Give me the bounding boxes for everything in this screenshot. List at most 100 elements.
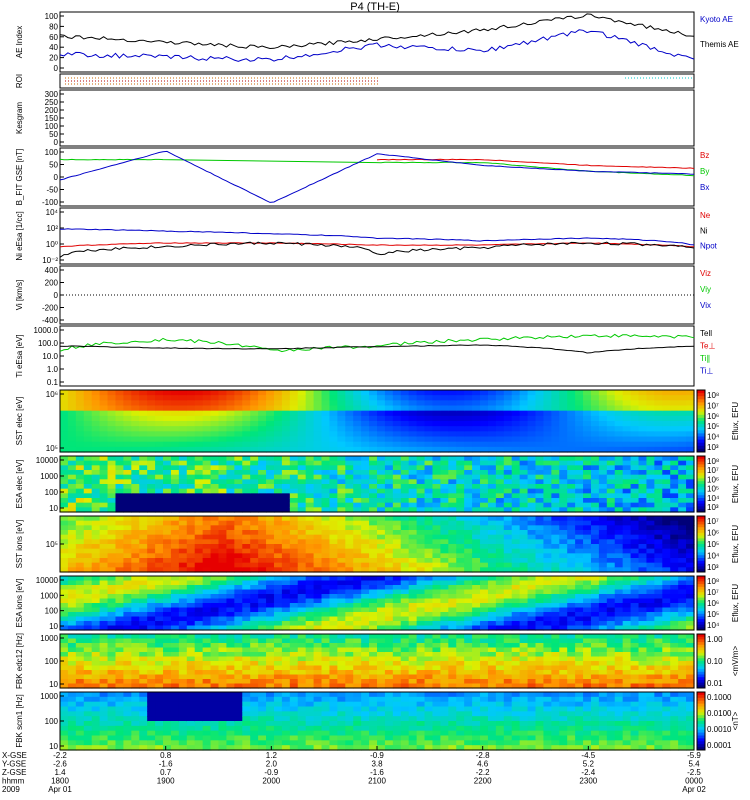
colorbar-tick: 10⁶ — [707, 475, 719, 484]
panel-ylabel: FBK scm1 [Hz] — [15, 694, 24, 747]
ytick-label: 100 — [45, 607, 59, 616]
colorbar-label: Eflux, EFU — [731, 525, 740, 563]
x-axis-value: 0000 — [685, 777, 703, 786]
x-axis-value: 1.2 — [266, 751, 278, 760]
ytick-label: 250 — [45, 98, 59, 107]
colorbar-tick: 10⁸ — [707, 577, 719, 586]
ytick-label: 1000.0 — [34, 326, 59, 335]
panel-ylabel: Vi [km/s] — [15, 280, 24, 311]
panel-frame — [59, 207, 695, 265]
ytick-label: 10 — [49, 622, 58, 631]
colorbar-tick: 10⁸ — [707, 457, 719, 466]
panel-fbk2: FBK scm1 [Hz] 1000 100 10 — [15, 691, 695, 751]
x-axis-value: Apr 02 — [682, 785, 706, 794]
x-axis-value: -2.6 — [53, 760, 67, 769]
ytick-label: 10 — [49, 742, 58, 751]
x-axis-value: 4.6 — [477, 760, 489, 769]
series-bx — [59, 150, 695, 203]
colorbar-tick: 0.0001 — [707, 741, 732, 750]
panel-ylabel: B_FIT GSE [nT] — [15, 149, 24, 206]
ytick-label: 1000 — [40, 634, 58, 643]
x-axis-value: -1.6 — [370, 768, 384, 777]
x-axis-value: -0.9 — [370, 751, 384, 760]
x-axis-value: 1800 — [51, 777, 69, 786]
ytick-label: 10 — [49, 504, 58, 513]
panel-esae: ESA elec [eV] 10000 1000 100 10 — [15, 455, 695, 513]
colorbar-label: Eflux, EFU — [731, 465, 740, 503]
panel-ssti: SST ions [eV] 10⁵ — [15, 515, 695, 573]
panel-frame — [59, 89, 695, 147]
x-axis-value: 5.4 — [688, 760, 700, 769]
panel-frame — [59, 455, 695, 513]
ytick-label: 10⁴ — [46, 208, 59, 217]
legend-viy: Viy — [700, 285, 711, 294]
panel-ylabel: FBK edc12 [Hz] — [15, 633, 24, 689]
ytick-label: 10.0 — [42, 352, 58, 361]
panel-fbk1: FBK edc12 [Hz] 1000 100 10 — [15, 633, 695, 689]
series-themis-ae — [59, 13, 695, 50]
legend-bz: Bz — [700, 151, 709, 160]
x-axis-value: 2300 — [579, 777, 597, 786]
colorbar-tick: 0.0010 — [707, 725, 732, 734]
legend-ni: Ni — [700, 226, 708, 235]
colorbar-tick: 10⁴ — [707, 621, 720, 630]
panel-frame — [59, 325, 695, 387]
ytick-label: 300 — [45, 90, 59, 99]
colorbar-fbk2: 0.1000 0.0100 0.0010 0.0001 <nT> — [696, 691, 740, 751]
x-axis-value: -2.2 — [476, 768, 490, 777]
ytick-label: 100.0 — [38, 339, 59, 348]
colorbar-tick: 10⁵ — [707, 540, 719, 549]
colorbar-tick: 1.00 — [707, 635, 723, 644]
ytick-label: 0 — [54, 138, 59, 147]
series-ni — [59, 241, 695, 258]
x-axis-row-label: hhmm — [2, 777, 25, 786]
legend-tell: Tell — [700, 329, 712, 338]
legend-viz: Viz — [700, 269, 711, 278]
ytick-label: 0 — [54, 64, 59, 73]
panel-ylabel: AE Index — [15, 26, 24, 58]
panel-bfit: B_FIT GSE [nT] 100 50 0 -50 -100 Bz By Bx — [15, 147, 709, 207]
ytick-label: 10⁰ — [46, 240, 58, 249]
ytick-label: 100 — [45, 12, 59, 21]
panel-sste: SST elec [eV] 10⁶ 10⁵ — [15, 389, 695, 453]
x-axis-value: -2.5 — [687, 768, 701, 777]
panel-ni: Ni eEsa [1/cc] 10⁴ 10² 10⁰ 10⁻² Ne Ni Npot — [15, 207, 718, 265]
ytick-label: 0 — [54, 291, 59, 300]
x-axis-value: -5.9 — [687, 751, 701, 760]
ytick-label: 80 — [49, 22, 58, 31]
colorbar-tick: 10⁷ — [707, 517, 719, 526]
x-axis-row-label: Z-GSE — [2, 768, 26, 777]
ytick-label: 10⁶ — [46, 390, 58, 399]
colorbar-label: <nT> — [731, 711, 740, 730]
panel-ylabel: Ni eEsa [1/cc] — [15, 211, 24, 260]
panel-frame — [59, 389, 695, 453]
ytick-label: 10⁵ — [46, 444, 58, 453]
colorbar-label: <mV/m> — [731, 646, 740, 677]
colorbar-tick: 10³ — [707, 503, 719, 512]
ytick-label: 40 — [49, 43, 58, 52]
colorbar-fbk1: 1.00 0.10 0.01 <mV/m> — [696, 633, 740, 689]
legend-vix: Vix — [700, 301, 711, 310]
ytick-label: 100 — [45, 717, 59, 726]
x-axis-value: 0.8 — [160, 751, 172, 760]
colorbar-tick: 10⁷ — [707, 401, 719, 410]
x-axis-row-label: Y-GSE — [2, 760, 26, 769]
panel-frame — [59, 147, 695, 207]
x-axis-value: -2.2 — [53, 751, 67, 760]
panel-ylabel: ESA ions [eV] — [15, 579, 24, 628]
colorbar-esai: 10⁸ 10⁷ 10⁶ 10⁵ 10⁴ Eflux, EFU — [696, 575, 740, 631]
legend-ti: Ti⊥ — [700, 367, 713, 376]
series-npot — [60, 228, 695, 246]
ytick-label: 100 — [45, 122, 59, 131]
x-axis-row-label: X-GSE — [2, 751, 27, 760]
panel-roi: ROI — [15, 73, 695, 89]
colorbar-tick: 0.1000 — [707, 693, 732, 702]
x-axis-value: 2.0 — [266, 760, 278, 769]
ytick-label: 150 — [45, 114, 59, 123]
legend-npot: Npot — [700, 242, 718, 251]
colorbar-tick: 10³ — [707, 443, 719, 452]
series-tell — [59, 344, 695, 354]
